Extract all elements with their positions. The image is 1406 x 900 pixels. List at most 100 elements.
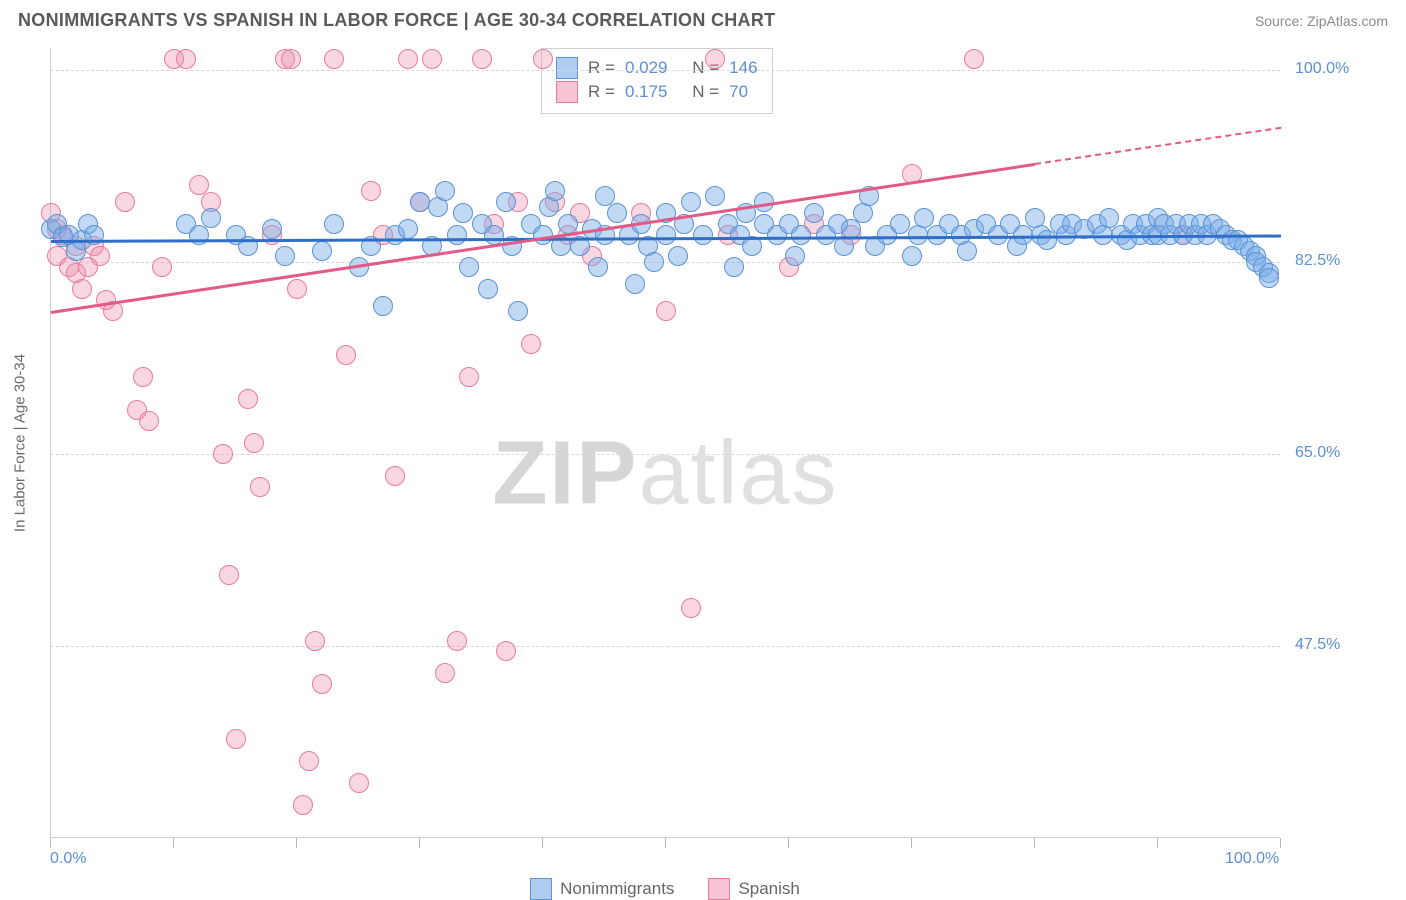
x-tick	[542, 838, 543, 848]
stats-row-blue: R = 0.029 N = 146	[556, 57, 758, 79]
scatter-point-nonimmigrants	[1037, 230, 1057, 250]
scatter-point-spanish	[213, 444, 233, 464]
legend-label-1: Spanish	[738, 879, 799, 899]
scatter-point-nonimmigrants	[275, 246, 295, 266]
scatter-point-nonimmigrants	[533, 225, 553, 245]
scatter-point-nonimmigrants	[693, 225, 713, 245]
scatter-point-spanish	[533, 49, 553, 69]
scatter-point-spanish	[281, 49, 301, 69]
scatter-point-nonimmigrants	[724, 257, 744, 277]
legend-item-nonimmigrants: Nonimmigrants	[530, 878, 674, 900]
chart-title: NONIMMIGRANTS VS SPANISH IN LABOR FORCE …	[18, 10, 775, 31]
trend-line-pink-dash	[1035, 127, 1281, 165]
scatter-point-spanish	[496, 641, 516, 661]
legend-label-0: Nonimmigrants	[560, 879, 674, 899]
x-tick	[788, 838, 789, 848]
scatter-point-spanish	[447, 631, 467, 651]
scatter-point-spanish	[361, 181, 381, 201]
x-tick	[665, 838, 666, 848]
scatter-point-spanish	[250, 477, 270, 497]
scatter-point-nonimmigrants	[902, 246, 922, 266]
x-tick-label: 100.0%	[1225, 850, 1279, 868]
scatter-point-spanish	[681, 598, 701, 618]
scatter-point-spanish	[115, 192, 135, 212]
chart-header: NONIMMIGRANTS VS SPANISH IN LABOR FORCE …	[0, 0, 1406, 37]
scatter-point-nonimmigrants	[201, 208, 221, 228]
scatter-point-nonimmigrants	[459, 257, 479, 277]
scatter-point-nonimmigrants	[656, 225, 676, 245]
x-tick	[173, 838, 174, 848]
y-axis-label: In Labor Force | Age 30-34	[12, 354, 29, 532]
y-tick-label: 47.5%	[1295, 636, 1340, 654]
scatter-point-nonimmigrants	[312, 241, 332, 261]
scatter-point-nonimmigrants	[447, 225, 467, 245]
y-tick-label: 65.0%	[1295, 444, 1340, 462]
scatter-point-spanish	[435, 663, 455, 683]
x-tick	[419, 838, 420, 848]
y-gridline	[51, 646, 1280, 647]
scatter-point-nonimmigrants	[484, 225, 504, 245]
scatter-point-nonimmigrants	[668, 246, 688, 266]
scatter-point-nonimmigrants	[890, 214, 910, 234]
scatter-point-spanish	[349, 773, 369, 793]
scatter-point-spanish	[287, 279, 307, 299]
scatter-point-spanish	[238, 389, 258, 409]
scatter-point-spanish	[472, 49, 492, 69]
legend-swatch-pink	[708, 878, 730, 900]
scatter-point-spanish	[656, 301, 676, 321]
scatter-point-nonimmigrants	[373, 296, 393, 316]
scatter-point-spanish	[964, 49, 984, 69]
y-gridline	[51, 70, 1280, 71]
y-gridline	[51, 262, 1280, 263]
scatter-point-nonimmigrants	[1013, 225, 1033, 245]
scatter-point-nonimmigrants	[804, 203, 824, 223]
watermark-zip: ZIP	[492, 423, 638, 523]
scatter-point-spanish	[324, 49, 344, 69]
legend-swatch-blue	[530, 878, 552, 900]
scatter-point-spanish	[90, 246, 110, 266]
swatch-pink	[556, 81, 578, 103]
stats-row-pink: R = 0.175 N = 70	[556, 81, 758, 103]
scatter-point-spanish	[459, 367, 479, 387]
scatter-point-nonimmigrants	[705, 186, 725, 206]
n-value-1: 70	[729, 82, 748, 102]
scatter-point-spanish	[293, 795, 313, 815]
x-tick	[1034, 838, 1035, 848]
x-tick	[50, 838, 51, 848]
scatter-point-spanish	[133, 367, 153, 387]
scatter-point-spanish	[219, 565, 239, 585]
scatter-point-nonimmigrants	[1259, 268, 1279, 288]
r-label-0: R =	[588, 58, 615, 78]
scatter-point-nonimmigrants	[558, 214, 578, 234]
scatter-point-nonimmigrants	[398, 219, 418, 239]
scatter-point-spanish	[299, 751, 319, 771]
scatter-point-spanish	[385, 466, 405, 486]
r-label-1: R =	[588, 82, 615, 102]
scatter-point-nonimmigrants	[681, 192, 701, 212]
watermark: ZIPatlas	[492, 422, 838, 525]
plot-region: ZIPatlas R = 0.029 N = 146 R = 0.175 N =…	[50, 48, 1280, 838]
scatter-point-nonimmigrants	[914, 208, 934, 228]
scatter-point-nonimmigrants	[957, 241, 977, 261]
scatter-point-nonimmigrants	[496, 192, 516, 212]
scatter-point-spanish	[152, 257, 172, 277]
r-value-0: 0.029	[625, 58, 668, 78]
scatter-point-spanish	[139, 411, 159, 431]
n-label-1: N =	[692, 82, 719, 102]
scatter-point-nonimmigrants	[453, 203, 473, 223]
chart-source: Source: ZipAtlas.com	[1255, 13, 1388, 29]
y-tick-label: 100.0%	[1295, 60, 1349, 78]
chart-area: In Labor Force | Age 30-34 ZIPatlas R = …	[50, 48, 1390, 838]
scatter-point-nonimmigrants	[545, 181, 565, 201]
scatter-point-nonimmigrants	[478, 279, 498, 299]
y-tick-label: 82.5%	[1295, 252, 1340, 270]
scatter-point-nonimmigrants	[607, 203, 627, 223]
swatch-blue	[556, 57, 578, 79]
scatter-point-spanish	[521, 334, 541, 354]
x-tick	[296, 838, 297, 848]
x-tick-label: 0.0%	[50, 850, 86, 868]
scatter-point-spanish	[244, 433, 264, 453]
scatter-point-nonimmigrants	[588, 257, 608, 277]
scatter-point-spanish	[312, 674, 332, 694]
scatter-point-spanish	[305, 631, 325, 651]
